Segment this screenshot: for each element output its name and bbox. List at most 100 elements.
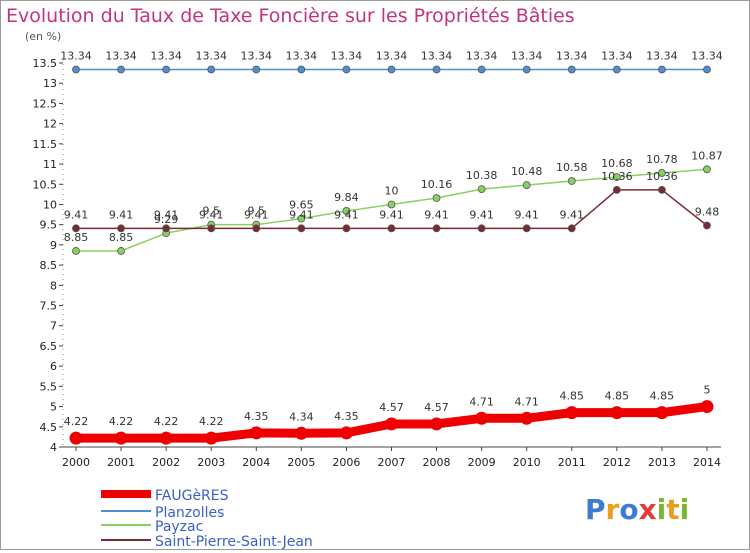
y-tick-label: 4.5 <box>40 421 58 434</box>
data-point <box>700 400 714 414</box>
data-labels-layer: 4.22 4.22 4.22 4.22 4.35 4.34 4.35 4.57 4.57 4.71… <box>60 49 722 428</box>
data-label: 10.36 <box>646 170 678 183</box>
y-tick-label: 7 <box>50 320 57 333</box>
data-label: 9.84 <box>334 191 359 204</box>
data-point <box>207 65 216 74</box>
data-label: 10.58 <box>556 161 588 174</box>
data-label: 8.85 <box>109 231 134 244</box>
data-point <box>703 65 711 74</box>
data-point <box>432 65 441 74</box>
data-point <box>475 411 489 425</box>
data-label: 13.34 <box>195 49 227 62</box>
data-point <box>117 224 125 233</box>
data-point <box>159 431 173 445</box>
data-point <box>655 406 669 420</box>
proxiti-logo: Proxiti <box>585 493 689 526</box>
data-label: 10.36 <box>601 170 633 183</box>
data-point <box>342 224 351 233</box>
data-point <box>297 214 306 223</box>
data-label: 9.5 <box>248 205 266 218</box>
data-point <box>565 406 579 420</box>
data-label: 4.35 <box>334 410 359 423</box>
data-label: 13.34 <box>376 49 408 62</box>
data-label: 5 <box>703 384 710 397</box>
x-tick-label: 2014 <box>693 456 721 469</box>
chart-legend: FAUGèRESPlanzollesPayzacSaint-Pierre-Sai… <box>101 488 313 550</box>
data-label: 13.34 <box>105 49 137 62</box>
data-label: 4.71 <box>514 395 539 408</box>
data-point <box>339 426 353 440</box>
chart-title: Evolution du Taux de Taxe Foncière sur l… <box>6 5 575 27</box>
data-point <box>297 224 306 233</box>
data-label: 4.85 <box>560 390 585 403</box>
data-label: 13.34 <box>601 49 633 62</box>
logo-letter: o <box>619 493 638 526</box>
data-point <box>252 65 261 74</box>
data-point <box>72 65 80 74</box>
data-label: 13.34 <box>241 49 273 62</box>
series-saint-pierre-saint-jean <box>72 186 711 233</box>
data-point <box>117 65 125 74</box>
data-label: 9.41 <box>64 208 89 221</box>
data-point <box>612 65 621 74</box>
data-label: 10.16 <box>421 178 453 191</box>
data-label: 13.34 <box>556 49 588 62</box>
data-point <box>72 247 80 255</box>
y-tick-label: 6 <box>50 360 57 373</box>
data-label: 9.41 <box>334 208 359 221</box>
data-label: 4.34 <box>289 410 314 423</box>
x-tick-label: 2006 <box>332 456 360 469</box>
data-label: 9.41 <box>424 208 449 221</box>
data-point <box>294 426 308 440</box>
y-tick-label: 5 <box>50 401 57 414</box>
data-label: 10.78 <box>646 153 678 166</box>
x-tick-label: 2012 <box>603 456 631 469</box>
data-point <box>432 224 441 233</box>
data-label: 13.34 <box>286 49 318 62</box>
x-tick-label: 2010 <box>513 456 541 469</box>
x-tick-label: 2001 <box>107 456 135 469</box>
proxiti-logo-text: Proxiti <box>585 493 689 526</box>
data-label: 4.22 <box>64 415 89 428</box>
logo-letter: x <box>639 493 657 526</box>
data-point <box>477 185 486 194</box>
y-tick-label: 12 <box>43 118 57 131</box>
data-point <box>567 224 576 233</box>
logo-letter: P <box>585 493 606 526</box>
data-label: 13.34 <box>511 49 543 62</box>
y-tick-label: 9 <box>50 239 57 252</box>
data-label: 4.22 <box>199 415 224 428</box>
x-tick-label: 2008 <box>423 456 451 469</box>
data-point <box>432 194 441 202</box>
data-point <box>522 65 531 74</box>
data-point <box>387 65 396 74</box>
data-label: 9.41 <box>560 208 585 221</box>
data-point <box>477 224 486 233</box>
y-tick-label: 11 <box>43 158 57 171</box>
data-label: 4.71 <box>469 395 494 408</box>
y-tick-label: 13 <box>43 77 57 90</box>
series-layer <box>69 65 714 445</box>
data-label: 13.34 <box>466 49 498 62</box>
x-tick-label: 2007 <box>377 456 405 469</box>
logo-letter: r <box>606 493 620 526</box>
logo-letter: i <box>657 493 667 526</box>
data-label: 9.41 <box>154 208 179 221</box>
data-point <box>72 224 80 233</box>
logo-letter: t <box>666 493 679 526</box>
data-label: 9.48 <box>695 205 720 218</box>
data-label: 9.41 <box>199 208 224 221</box>
data-point <box>703 221 711 230</box>
logo-letter: i <box>680 493 690 526</box>
data-label: 9.41 <box>514 208 539 221</box>
y-tick-label: 7.5 <box>40 300 58 313</box>
data-point <box>69 431 83 445</box>
data-label: 8.85 <box>64 231 89 244</box>
y-tick-label: 5.5 <box>40 380 58 393</box>
legend-label: Payzac <box>155 519 203 535</box>
y-tick-label: 9.5 <box>40 219 58 232</box>
data-point <box>387 200 396 209</box>
data-label: 13.34 <box>646 49 678 62</box>
